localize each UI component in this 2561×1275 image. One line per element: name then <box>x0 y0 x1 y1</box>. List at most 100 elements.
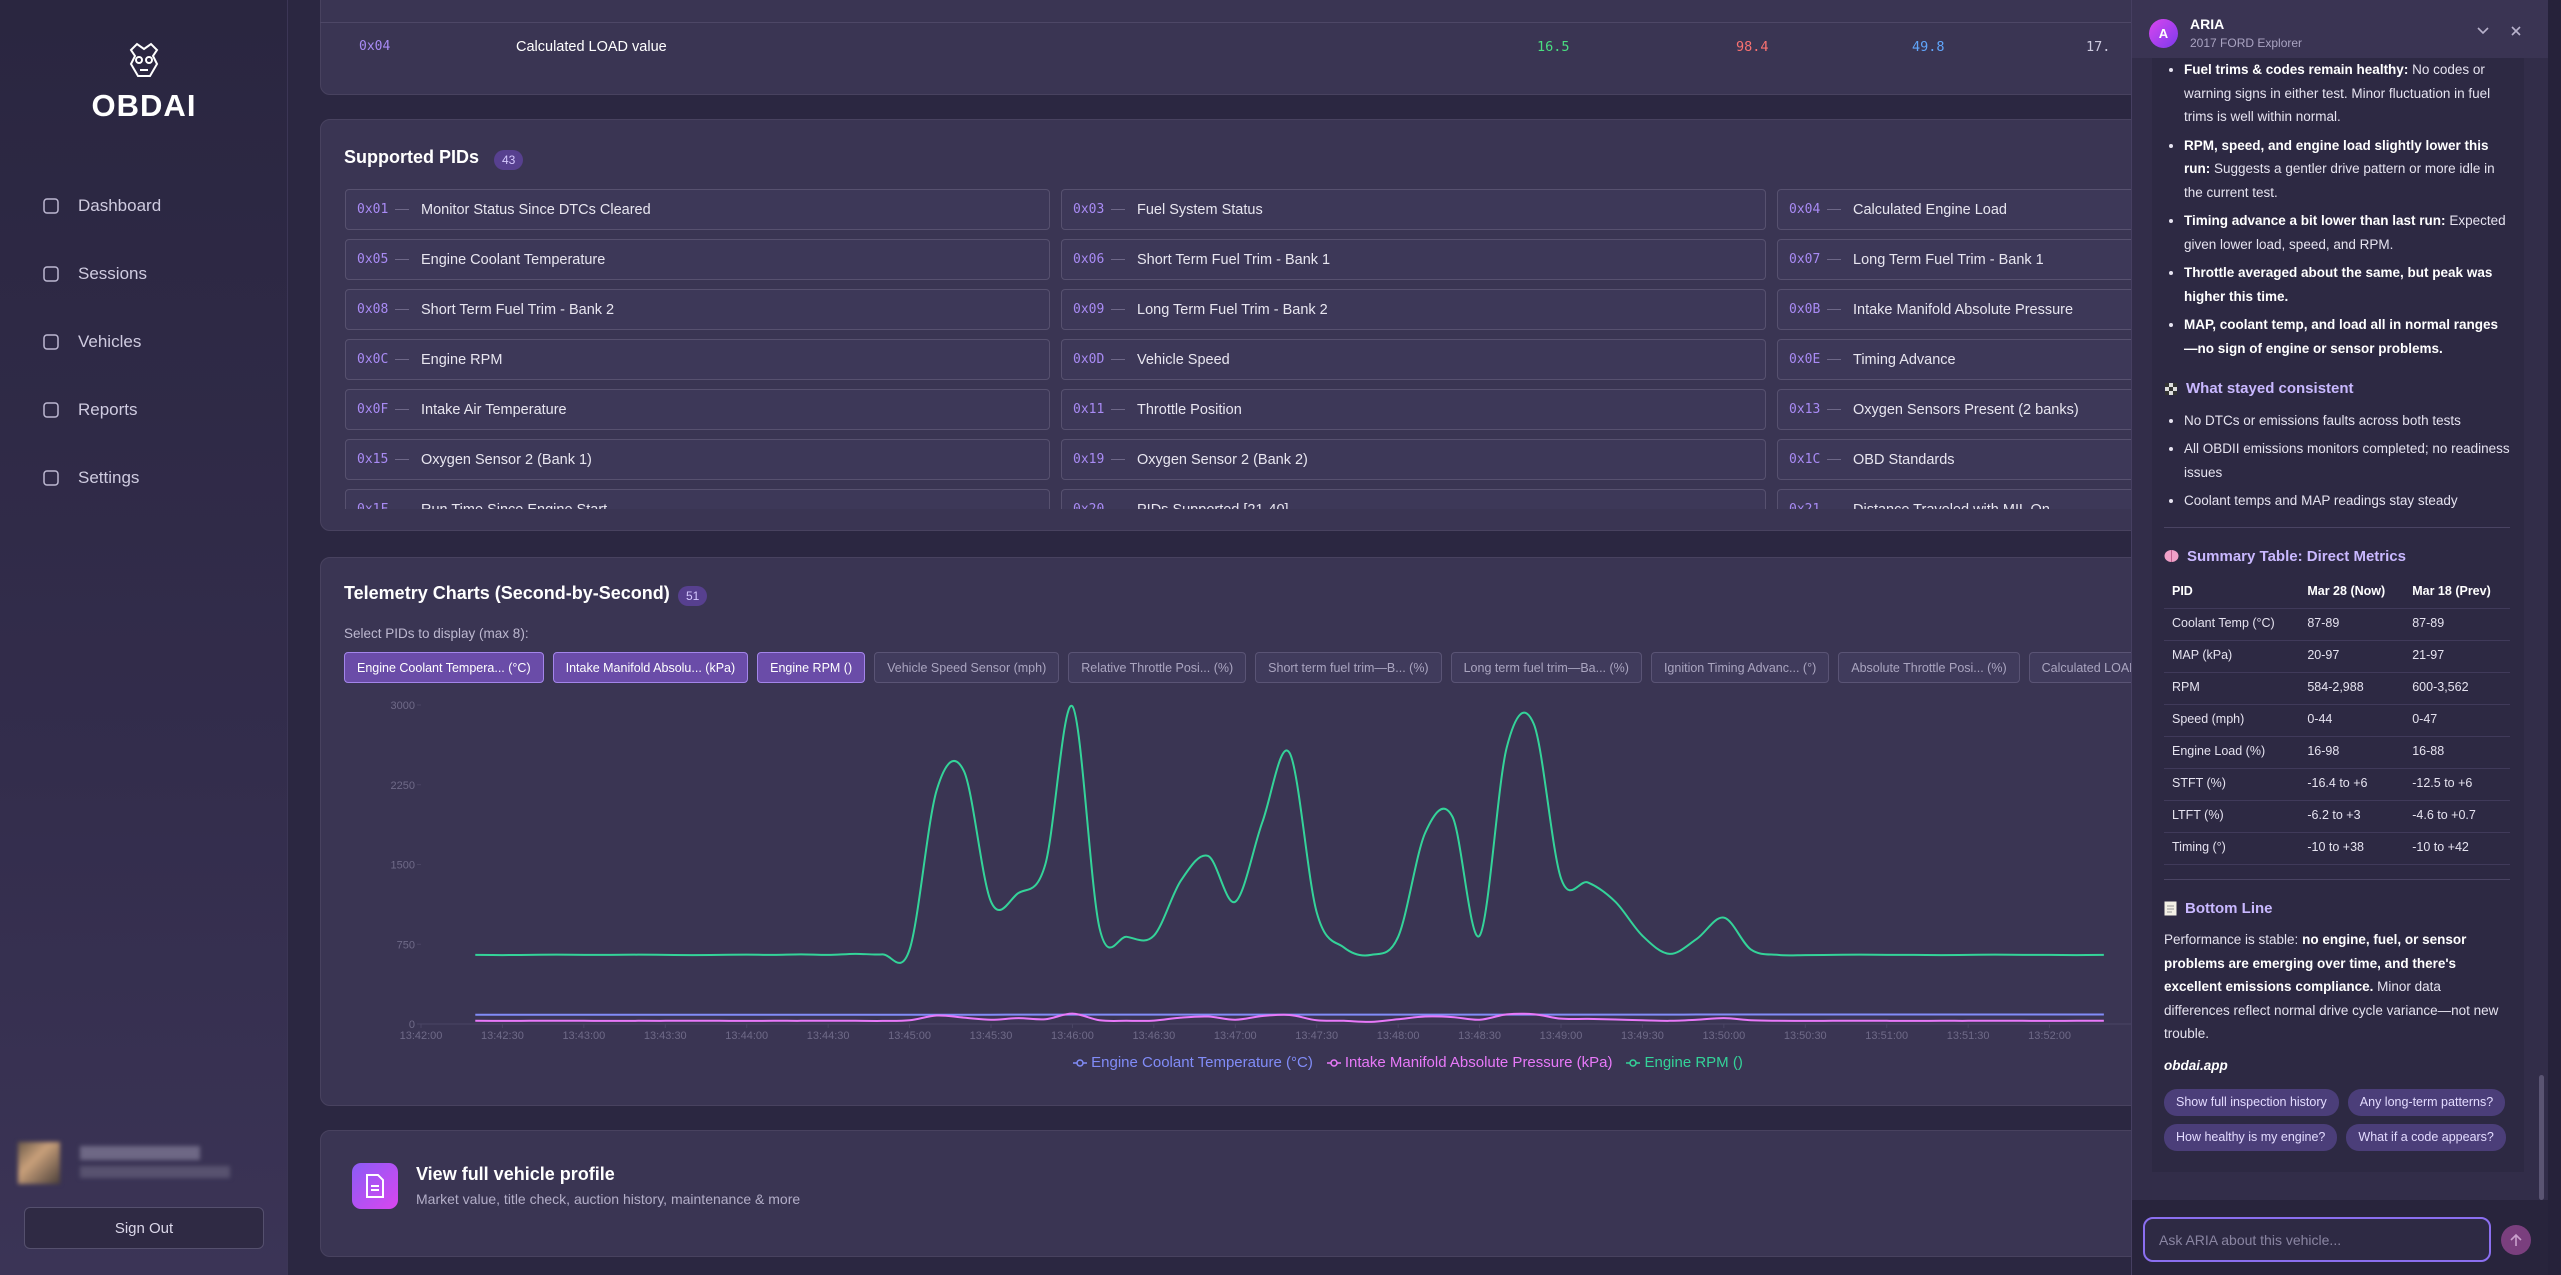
x-tick-label: 13:49:30 <box>1621 1030 1664 1042</box>
table-cell: -10 to +38 <box>2299 832 2405 865</box>
pid-dash <box>1111 259 1125 260</box>
suggestion-chip[interactable]: Show full inspection history <box>2164 1089 2339 1116</box>
pid-code: 0x03 <box>1073 202 1105 217</box>
legend-item[interactable]: Intake Manifold Absolute Pressure (kPa) <box>1326 1054 1613 1071</box>
pid-chip[interactable]: Vehicle Speed Sensor (mph) <box>874 652 1060 683</box>
pid-chips: Engine Coolant Tempera... (°C) Intake Man… <box>344 652 2208 683</box>
pid-item[interactable]: 0x05 Engine Coolant Temperature <box>345 239 1050 280</box>
aria-avatar: A <box>2149 19 2178 48</box>
pid-code: 0x08 <box>357 302 389 317</box>
legend-item[interactable]: Engine RPM () <box>1626 1054 1743 1071</box>
bottom-bold: no engine, fuel, or sensor problems are … <box>2164 932 2467 994</box>
change-item: Timing advance a bit lower than last run… <box>2184 209 2510 256</box>
pid-item[interactable]: 0x1F Run Time Since Engine Start <box>345 489 1050 509</box>
collapse-button[interactable] <box>2476 26 2490 36</box>
pid-item[interactable]: 0x1C OBD Standards <box>1777 439 2145 480</box>
pid-chip[interactable]: Engine RPM () <box>757 652 866 683</box>
doc-icon <box>366 1174 384 1198</box>
icon-shape <box>43 402 59 418</box>
pid-code: 0x07 <box>1789 252 1821 267</box>
nav-item[interactable]: Reports <box>0 376 288 444</box>
logo-icon <box>129 42 159 77</box>
pid-chip[interactable]: Absolute Throttle Posi... (%) <box>1838 652 2020 683</box>
pid-item[interactable]: 0x06 Short Term Fuel Trim - Bank 1 <box>1061 239 1766 280</box>
profile-subtitle: Market value, title check, auction histo… <box>416 1191 801 1207</box>
profile-title[interactable]: View full vehicle profile <box>416 1164 615 1184</box>
pid-code: 0x20 <box>1073 502 1111 509</box>
pid-item[interactable]: 0x0E Timing Advance <box>1777 339 2145 380</box>
pid-table-card <box>320 0 2150 95</box>
table-cell: MAP (kPa) <box>2164 640 2300 673</box>
pid-item[interactable]: 0x09 Long Term Fuel Trim - Bank 2 <box>1061 289 1766 330</box>
suggestion-chip[interactable]: Any long-term patterns? <box>2347 1089 2506 1116</box>
pid-item[interactable]: 0x03 Fuel System Status <box>1061 189 1766 230</box>
nav-label: Settings <box>78 468 140 487</box>
table-cell: -12.5 to +6 <box>2404 768 2510 801</box>
pid-code: 0x0D <box>1073 352 1105 367</box>
legend-item[interactable]: Engine Coolant Temperature (°C) <box>1073 1054 1313 1071</box>
pid-item[interactable]: 0x11 Throttle Position <box>1061 389 1766 430</box>
chat-input[interactable]: Ask ARIA about this vehicle... <box>2143 1217 2491 1262</box>
x-tick-label: 13:42:30 <box>481 1030 524 1042</box>
pid-item[interactable]: 0x07 Long Term Fuel Trim - Bank 1 <box>1777 239 2145 280</box>
close-button[interactable] <box>2510 25 2522 37</box>
sign-out-button[interactable]: Sign Out <box>24 1207 264 1249</box>
nav-item[interactable]: Sessions <box>0 240 288 308</box>
y-tick-label: 1500 <box>391 860 415 872</box>
nav-item[interactable]: Settings <box>0 444 288 512</box>
pid-grid: 0x01 Monitor Status Since DTCs Cleared 0x0… <box>345 189 2145 509</box>
profile-card[interactable] <box>320 1130 2150 1257</box>
heading-text: What stayed consistent <box>2186 380 2354 397</box>
pid-name: Timing Advance <box>1853 351 1956 368</box>
select-label: Select PIDs to display (max 8): <box>344 626 529 641</box>
pid-dash <box>395 309 409 310</box>
table-row: Timing (°) -10 to +38 -10 to +42 <box>2164 832 2510 865</box>
change-bold: RPM, speed, and engine load slightly low… <box>2184 137 2489 177</box>
cell-avg: 49.8 <box>1912 39 1945 55</box>
send-button[interactable] <box>2501 1225 2531 1255</box>
separator <box>2164 878 2510 880</box>
y-tick-label: 750 <box>397 939 415 951</box>
pid-item[interactable]: 0x0F Intake Air Temperature <box>345 389 1050 430</box>
pid-item[interactable]: 0x01 Monitor Status Since DTCs Cleared <box>345 189 1050 230</box>
pid-item[interactable]: 0x20 PIDs Supported [21-40] <box>1061 489 1766 509</box>
pid-name: Long Term Fuel Trim - Bank 2 <box>1137 301 1328 318</box>
pid-dash <box>395 209 409 210</box>
pid-item[interactable]: 0x04 Calculated Engine Load <box>1777 189 2145 230</box>
legend-label: Intake Manifold Absolute Pressure (kPa) <box>1344 1054 1613 1071</box>
pid-item[interactable]: 0x08 Short Term Fuel Trim - Bank 2 <box>345 289 1050 330</box>
pid-item[interactable]: 0x21 Distance Traveled with MIL On <box>1777 489 2145 509</box>
legend-dot <box>1629 1058 1638 1067</box>
table-header-row: PID Mar 28 (Now) Mar 18 (Prev) <box>2164 576 2510 609</box>
pid-chip[interactable]: Ignition Timing Advanc... (°) <box>1650 652 1830 683</box>
pid-item[interactable]: 0x0B Intake Manifold Absolute Pressure <box>1777 289 2145 330</box>
pid-chip[interactable]: Engine Coolant Tempera... (°C) <box>344 652 544 683</box>
nav-item[interactable]: Vehicles <box>0 308 288 376</box>
x-tick-label: 13:45:00 <box>888 1030 931 1042</box>
nav-item[interactable]: Dashboard <box>0 172 288 240</box>
brain-icon <box>2164 550 2179 563</box>
table-cell: STFT (%) <box>2164 768 2300 801</box>
suggestions: Show full inspection history Any long-ter… <box>2164 1089 2510 1151</box>
pid-code: 0x15 <box>357 452 389 467</box>
pid-name: Fuel System Status <box>1137 201 1263 218</box>
pid-dash <box>1827 309 1841 310</box>
pid-name: Short Term Fuel Trim - Bank 2 <box>421 301 615 318</box>
pid-item[interactable]: 0x19 Oxygen Sensor 2 (Bank 2) <box>1061 439 1766 480</box>
consistent-item: No DTCs or emissions faults across both … <box>2184 409 2510 433</box>
pid-dash <box>1111 359 1125 360</box>
suggestion-chip[interactable]: How healthy is my engine? <box>2164 1124 2338 1151</box>
suggestion-chip[interactable]: What if a code appears? <box>2346 1124 2506 1151</box>
pid-chip[interactable]: Long term fuel trim—Ba... (%) <box>1450 652 1642 683</box>
pid-code: 0x0F <box>357 402 389 417</box>
pid-item[interactable]: 0x0C Engine RPM <box>345 339 1050 380</box>
pid-chip[interactable]: Relative Throttle Posi... (%) <box>1068 652 1247 683</box>
x-tick-label: 13:48:00 <box>1377 1030 1420 1042</box>
pid-item[interactable]: 0x15 Oxygen Sensor 2 (Bank 1) <box>345 439 1050 480</box>
pid-chip[interactable]: Short term fuel trim—B... (%) <box>1255 652 1442 683</box>
pid-item[interactable]: 0x13 Oxygen Sensors Present (2 banks) <box>1777 389 2145 430</box>
pid-item[interactable]: 0x0D Vehicle Speed <box>1061 339 1766 380</box>
pid-code: 0x19 <box>1073 452 1105 467</box>
pid-chip[interactable]: Intake Manifold Absolu... (kPa) <box>552 652 749 683</box>
y-tick-label: 2250 <box>391 780 415 792</box>
